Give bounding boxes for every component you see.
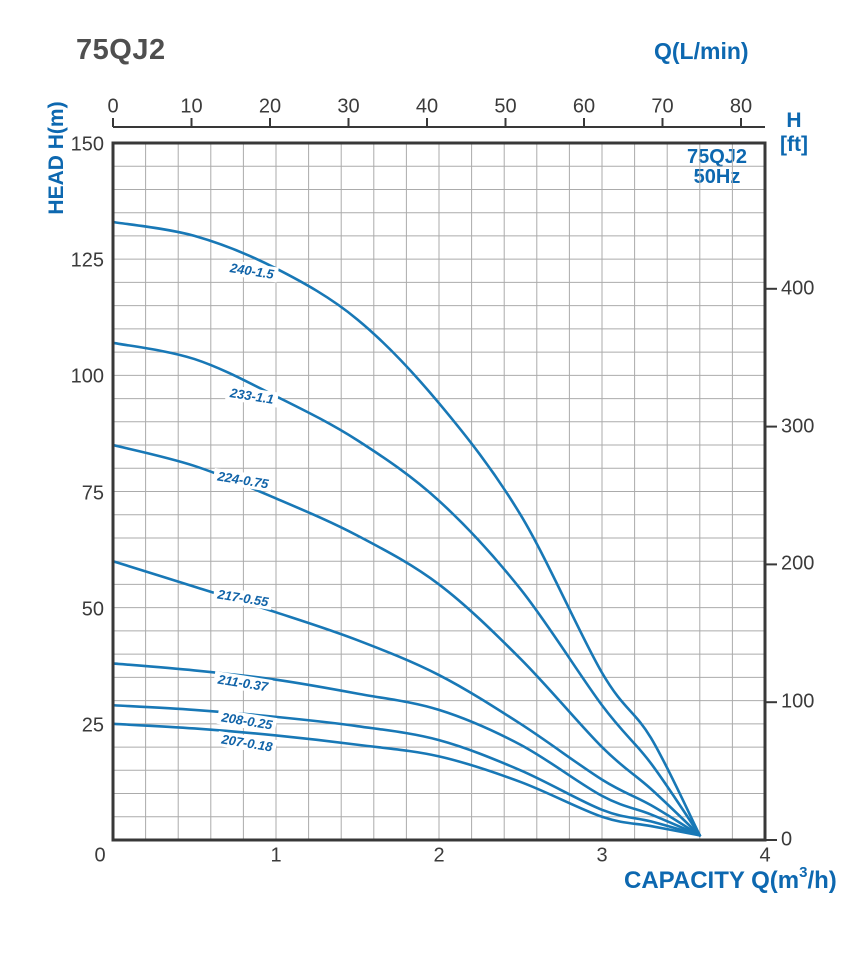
pump-curve-207-0.18 <box>111 722 702 837</box>
right-axis-title-line1: H <box>786 109 802 132</box>
right-axis-title: H [ft] <box>768 109 820 157</box>
pump-curve-233-1.1 <box>111 341 702 837</box>
inset-frequency: 50Hz <box>693 166 741 188</box>
pump-curve-208-0.25 <box>111 703 702 837</box>
plot-border <box>111 141 767 842</box>
page-title: 75QJ2 <box>76 34 166 66</box>
top-axis-title: Q(L/min) <box>654 38 749 64</box>
pump-curve-240-1.5 <box>111 220 702 837</box>
right-axis-title-line2: [ft] <box>780 133 808 156</box>
bottom-axis-title: CAPACITY Q(m3/h) <box>624 864 837 894</box>
